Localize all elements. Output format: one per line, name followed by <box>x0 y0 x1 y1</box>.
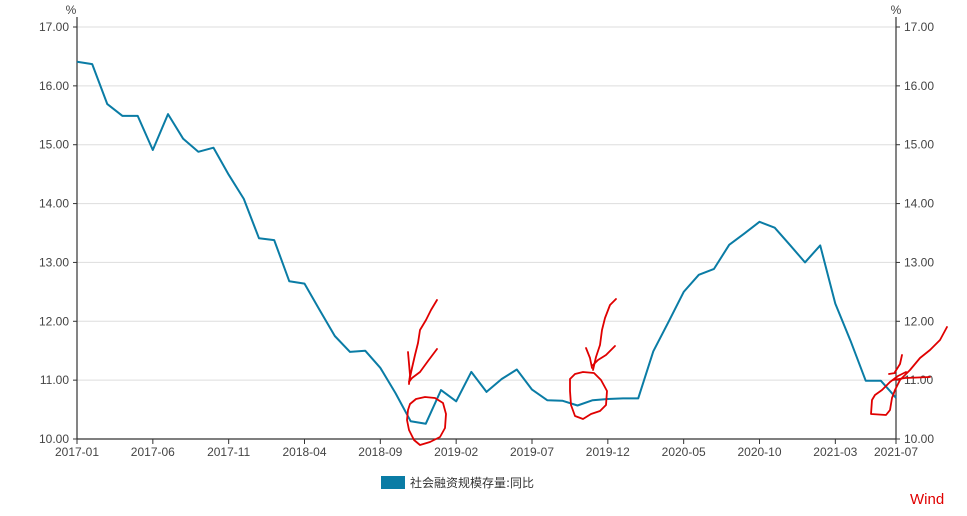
legend-swatch <box>381 476 405 489</box>
red-annotation-stroke <box>406 396 447 446</box>
red-annotation-stroke <box>569 371 608 420</box>
y-tick-label-right: 12.00 <box>904 314 934 328</box>
wind-watermark: Wind <box>910 491 945 508</box>
y-axis-unit-left: % <box>66 3 77 17</box>
y-tick-label-left: 16.00 <box>39 79 69 93</box>
y-axis-unit-right: % <box>891 3 902 17</box>
x-tick-label: 2021-07 <box>874 445 918 459</box>
red-annotation-stroke <box>870 326 948 416</box>
x-tick-label: 2021-03 <box>813 445 857 459</box>
red-annotation-stroke <box>585 345 616 369</box>
x-tick-label: 2017-06 <box>131 445 175 459</box>
red-annotation-stroke <box>408 299 438 383</box>
y-tick-label-right: 10.00 <box>904 432 934 446</box>
y-tick-label-left: 14.00 <box>39 197 69 211</box>
y-tick-label-right: 13.00 <box>904 255 934 269</box>
legend-label: 社会融资规模存量:同比 <box>410 476 535 490</box>
red-annotation-stroke <box>888 354 903 375</box>
x-tick-label: 2017-01 <box>55 445 99 459</box>
x-tick-label: 2020-05 <box>662 445 706 459</box>
x-tick-label: 2018-09 <box>358 445 402 459</box>
y-tick-label-left: 15.00 <box>39 138 69 152</box>
x-tick-label: 2019-12 <box>586 445 630 459</box>
x-tick-label: 2018-04 <box>282 445 326 459</box>
y-tick-label-right: 16.00 <box>904 79 934 93</box>
y-tick-label-right: 15.00 <box>904 138 934 152</box>
red-annotation-stroke <box>592 298 617 371</box>
y-tick-label-left: 13.00 <box>39 255 69 269</box>
series-line <box>76 60 897 425</box>
y-tick-label-right: 11.00 <box>904 373 933 387</box>
y-tick-label-right: 17.00 <box>904 20 934 34</box>
x-tick-label: 2020-10 <box>737 445 781 459</box>
legend: 社会融资规模存量:同比 <box>381 474 534 491</box>
x-tick-label: 2019-07 <box>510 445 554 459</box>
y-tick-label-left: 11.00 <box>40 373 69 387</box>
y-tick-label-right: 14.00 <box>904 197 934 211</box>
y-tick-label-left: 17.00 <box>39 20 69 34</box>
x-tick-label: 2019-02 <box>434 445 478 459</box>
y-tick-label-left: 10.00 <box>39 432 69 446</box>
x-tick-label: 2017-11 <box>207 445 250 459</box>
y-tick-label-left: 12.00 <box>39 314 69 328</box>
red-annotation-stroke <box>892 376 931 381</box>
